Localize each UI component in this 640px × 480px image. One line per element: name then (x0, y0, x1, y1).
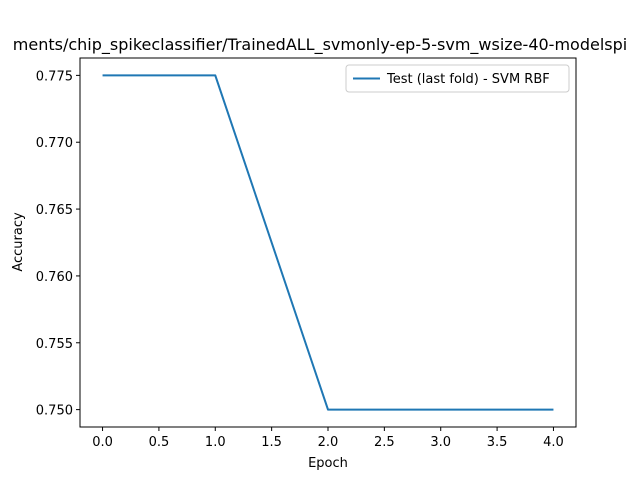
y-tick-label: 0.765 (36, 203, 73, 218)
x-tick-label: 0.0 (92, 435, 113, 450)
x-tick-label: 2.5 (374, 435, 395, 450)
plot-area (102, 74, 554, 411)
x-tick-label: 3.0 (430, 435, 451, 450)
series-line (102, 74, 554, 411)
y-tick-label: 0.775 (36, 69, 73, 84)
x-tick-label: 1.0 (205, 435, 226, 450)
y-axis-label: Accuracy (11, 212, 26, 272)
y-tick-label: 0.750 (36, 404, 73, 419)
x-tick-label: 0.5 (149, 435, 170, 450)
x-tick-label: 1.5 (261, 435, 282, 450)
x-axis-label: Epoch (308, 456, 348, 471)
y-tick-label: 0.760 (36, 270, 73, 285)
x-axis: 0.0 0.5 1.0 1.5 2.0 2.5 3.0 3.5 4.0 (92, 427, 564, 450)
y-tick-label: 0.770 (36, 136, 73, 151)
y-tick-label: 0.755 (36, 337, 73, 352)
y-axis: 0.750 0.755 0.760 0.765 0.770 0.775 (36, 69, 80, 419)
chart-title: ments/chip_spikeclassifier/TrainedALL_sv… (13, 35, 627, 55)
legend: Test (last fold) - SVM RBF (345, 64, 570, 93)
x-tick-label: 4.0 (543, 435, 564, 450)
legend-box (345, 64, 570, 93)
legend-label: Test (last fold) - SVM RBF (386, 72, 550, 87)
x-tick-label: 2.0 (318, 435, 339, 450)
x-tick-label: 3.5 (487, 435, 508, 450)
